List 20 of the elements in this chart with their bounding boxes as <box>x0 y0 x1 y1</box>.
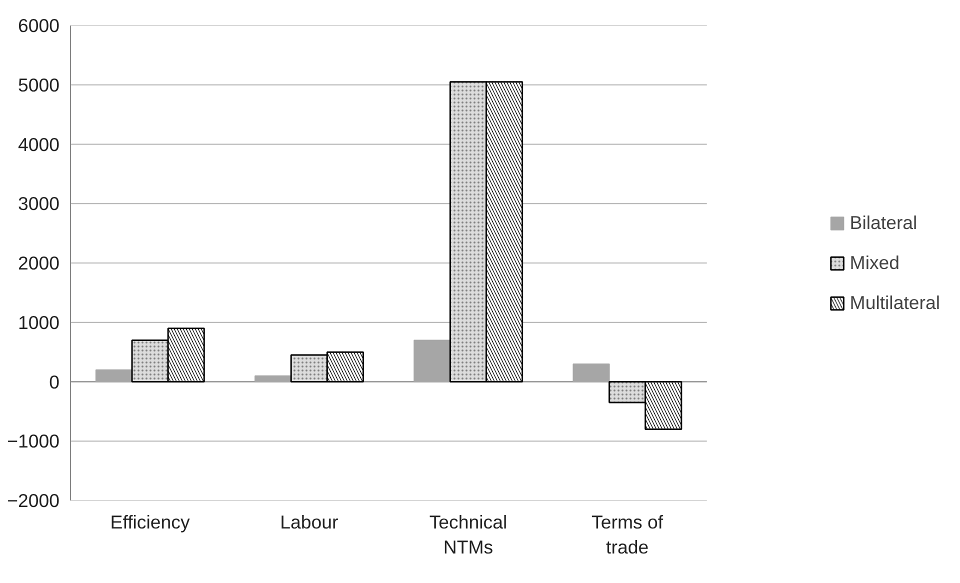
y-tick-label: 5000 <box>18 74 60 96</box>
x-tick-label: Labour <box>280 512 338 532</box>
legend-label: Mixed <box>850 252 900 274</box>
y-tick-label: −1000 <box>7 430 60 452</box>
y-tick-label: 6000 <box>18 15 60 36</box>
x-tick-label: Technical NTMs <box>429 512 508 558</box>
y-tick-label: 1000 <box>18 312 60 333</box>
legend-label: Multilateral <box>850 292 940 314</box>
legend-label: Bilateral <box>850 212 918 234</box>
y-tick-label: 4000 <box>18 134 60 155</box>
bar <box>254 375 292 382</box>
bar <box>95 369 133 382</box>
x-tick-label: Terms of trade <box>592 512 664 558</box>
y-tick-label: 3000 <box>18 193 60 214</box>
bar <box>572 363 610 382</box>
y-tick-label: 0 <box>49 371 60 392</box>
y-tick-label: −2000 <box>7 490 60 511</box>
bar <box>414 340 451 382</box>
x-tick-label: Efficiency <box>110 512 190 532</box>
y-tick-label: 2000 <box>18 252 60 274</box>
